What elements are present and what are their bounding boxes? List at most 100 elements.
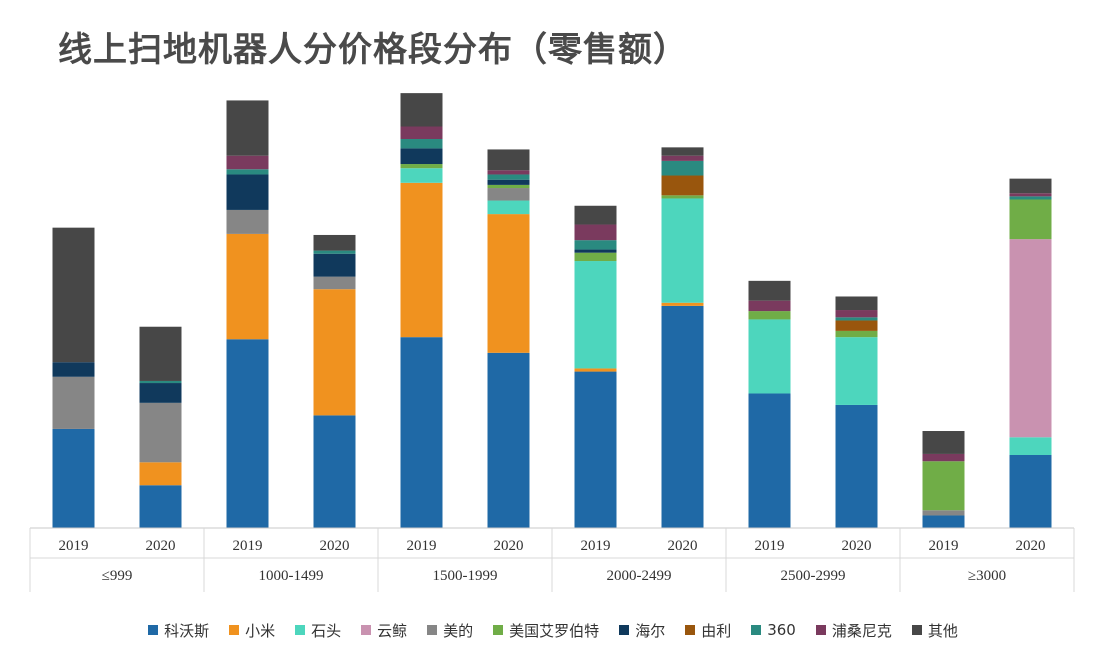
bar-segment [835, 337, 878, 405]
year-tick-label: 2019 [755, 538, 785, 554]
legend-item: 科沃斯 [148, 620, 209, 641]
bar-segment [313, 234, 356, 251]
bar-segment [487, 149, 530, 171]
bar-segment [922, 453, 965, 462]
bar-segment [661, 147, 704, 156]
year-tick-label: 2019 [929, 538, 959, 554]
bar-segment [313, 289, 356, 416]
legend-label: 海尔 [635, 621, 666, 640]
bar-segment [487, 174, 530, 180]
year-tick-label: 2020 [320, 538, 350, 554]
bar-segment [400, 182, 443, 338]
group-tick-label: 1500-1999 [433, 568, 498, 584]
bar-segment [400, 93, 443, 127]
bar-segment [487, 170, 530, 175]
bar-segment [574, 371, 617, 528]
legend-label: 美的 [443, 621, 474, 640]
legend-label: 360 [767, 621, 796, 639]
legend-item: 其他 [911, 620, 958, 641]
legend-label: 其他 [927, 621, 958, 640]
bar-segment [661, 198, 704, 303]
legend-item: 浦桑尼克 [815, 620, 892, 641]
legend-item: 360 [751, 621, 796, 639]
bar-segment [52, 376, 95, 429]
bar-segment [748, 300, 791, 312]
bar-segment [139, 462, 182, 486]
bar-segment [661, 160, 704, 176]
bar-segment [139, 380, 182, 384]
bar-segment [313, 415, 356, 528]
bar-segment [661, 155, 704, 161]
legend-swatch [751, 625, 762, 635]
bar-segment [835, 320, 878, 331]
bar-segment [400, 337, 443, 528]
bar-segment [226, 100, 269, 156]
stacked-bar-chart: 2019 2020 2019 2020 2019 2020 2019 2020 2019 2020… [29, 93, 1075, 592]
bar-segment [835, 296, 878, 311]
legend-swatch [619, 625, 630, 635]
bar-segment [226, 209, 269, 234]
bar-segment [487, 179, 530, 185]
bar-segment [313, 253, 356, 277]
legend-swatch [815, 625, 826, 635]
bar-segment [1009, 178, 1052, 194]
legend-item: 由利 [685, 620, 731, 641]
bar-segment [574, 252, 617, 262]
bar-segment [400, 126, 443, 140]
bar-segment [574, 249, 617, 253]
bar-segment [226, 169, 269, 175]
year-tick-label: 2020 [668, 538, 698, 554]
legend-swatch [361, 625, 372, 635]
bar-segment [139, 402, 182, 463]
legend-swatch [493, 625, 504, 635]
year-tick-label: 2019 [581, 538, 611, 554]
legend-item: 小米 [229, 620, 275, 641]
year-tick-label: 2020 [1016, 538, 1046, 554]
bar-segment [400, 168, 443, 183]
bar-segment [661, 195, 704, 199]
bar-segment [139, 326, 182, 381]
year-tick-label: 2020 [146, 538, 176, 554]
chart-legend: 科沃斯 小米 石头 云鲸 美的 美国艾罗伯特 海尔 由利 360 浦桑尼克 其他 [0, 617, 1106, 643]
legend-label: 美国艾罗伯特 [509, 621, 600, 640]
year-tick-label: 2019 [233, 538, 263, 554]
bar-segment [748, 280, 791, 301]
year-tick-label: 2019 [407, 538, 437, 554]
bar-segment [574, 240, 617, 250]
bar-segment [400, 164, 443, 169]
bar-segment [748, 319, 791, 394]
group-tick-label: 2000-2499 [607, 568, 672, 584]
legend-label: 小米 [245, 621, 276, 640]
legend-label: 科沃斯 [164, 621, 210, 640]
legend-item: 云鲸 [361, 620, 407, 641]
bar-segment [487, 184, 530, 189]
bar-segment [1009, 193, 1052, 197]
legend-item: 石头 [295, 620, 341, 641]
legend-item: 美国艾罗伯特 [493, 620, 599, 641]
bar-segment [226, 339, 269, 528]
bar-segment [313, 250, 356, 254]
bar-segment [922, 461, 965, 511]
group-tick-label: ≥3000 [968, 568, 1006, 584]
legend-label: 云鲸 [377, 621, 408, 640]
bar-segment [574, 368, 617, 372]
bar-segment [52, 227, 95, 363]
bar-segment [574, 224, 617, 241]
group-tick-label: 2500-2999 [781, 568, 846, 584]
legend-swatch [911, 625, 922, 635]
legend-item: 美的 [427, 620, 473, 641]
legend-swatch [685, 625, 696, 635]
bar-segment [661, 175, 704, 196]
bar-segment [835, 317, 878, 321]
bar-segment [226, 155, 269, 170]
bar-segment [52, 362, 95, 377]
bar-segment [835, 310, 878, 318]
bar-segment [922, 515, 965, 528]
group-tick-label: ≤999 [102, 568, 133, 584]
legend-swatch [427, 625, 438, 635]
bar-segment [748, 311, 791, 320]
bar-segment [835, 330, 878, 338]
bar-segment [487, 352, 530, 528]
bar-segment [748, 393, 791, 528]
legend-swatch [295, 625, 306, 635]
